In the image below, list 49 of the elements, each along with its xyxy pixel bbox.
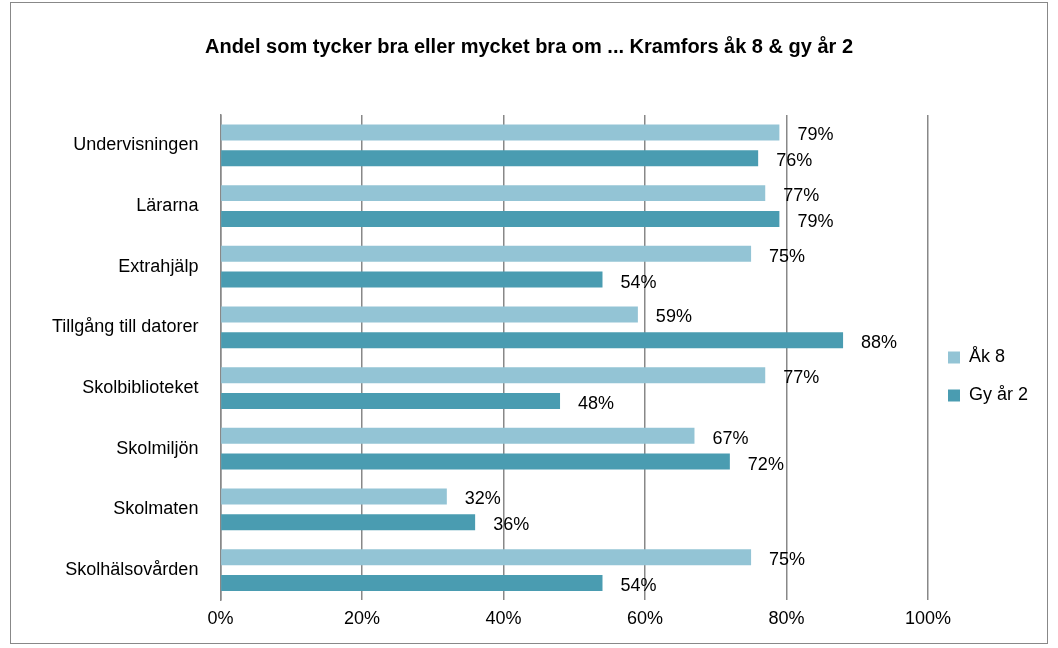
bar: [221, 185, 766, 202]
x-tick-label: 20%: [343, 608, 380, 629]
bar: [221, 271, 603, 288]
y-tick-label: Undervisningen: [73, 134, 199, 155]
data-label: 77%: [783, 367, 820, 388]
bar: [221, 332, 844, 349]
chart-title: Andel som tycker bra eller mycket bra om ... Kramfors åk 8 & gy år 2: [203, 35, 855, 58]
y-tick-label: Skolbiblioteket: [82, 377, 199, 398]
bar: [221, 427, 695, 444]
y-tick-label: Skolmiljön: [116, 437, 199, 458]
x-tick-label: 80%: [768, 608, 805, 629]
data-label: 77%: [783, 185, 820, 206]
bar: [221, 488, 447, 505]
x-tick-label: 60%: [626, 608, 663, 629]
data-label: 36%: [493, 514, 530, 535]
y-tick-label: Extrahjälp: [118, 255, 199, 276]
bar: [221, 392, 561, 409]
data-label: 48%: [578, 392, 615, 413]
bar: [221, 245, 752, 262]
data-label: 54%: [620, 574, 657, 595]
legend-label: Åk 8: [968, 346, 1006, 367]
data-label: 75%: [769, 245, 806, 266]
y-tick-label: Lärarna: [136, 194, 200, 215]
bar: [221, 124, 780, 141]
x-tick-label: 40%: [485, 608, 522, 629]
y-tick-label: Skolmaten: [113, 498, 199, 519]
legend-label: Gy år 2: [968, 384, 1029, 405]
data-label: 72%: [747, 453, 784, 474]
bar: [221, 549, 752, 566]
y-tick-label: Skolhälsovården: [65, 559, 199, 580]
data-label: 32%: [464, 488, 501, 509]
bar: [221, 306, 638, 323]
data-label: 54%: [620, 271, 657, 292]
bar: [221, 210, 780, 227]
bar: [221, 453, 730, 470]
data-label: 79%: [797, 124, 834, 145]
data-label: 59%: [655, 306, 692, 327]
bar: [221, 574, 603, 591]
data-label: 67%: [712, 427, 749, 448]
bar: [221, 367, 766, 384]
bar: [221, 514, 476, 531]
data-label: 79%: [797, 210, 834, 231]
y-tick-label: Tillgång till datorer: [51, 316, 199, 337]
data-label: 76%: [776, 150, 813, 171]
x-tick-label: 0%: [207, 608, 234, 629]
data-label: 75%: [769, 549, 806, 570]
data-label: 88%: [861, 332, 898, 353]
x-tick-label: 100%: [904, 608, 951, 629]
bar: [221, 150, 759, 167]
